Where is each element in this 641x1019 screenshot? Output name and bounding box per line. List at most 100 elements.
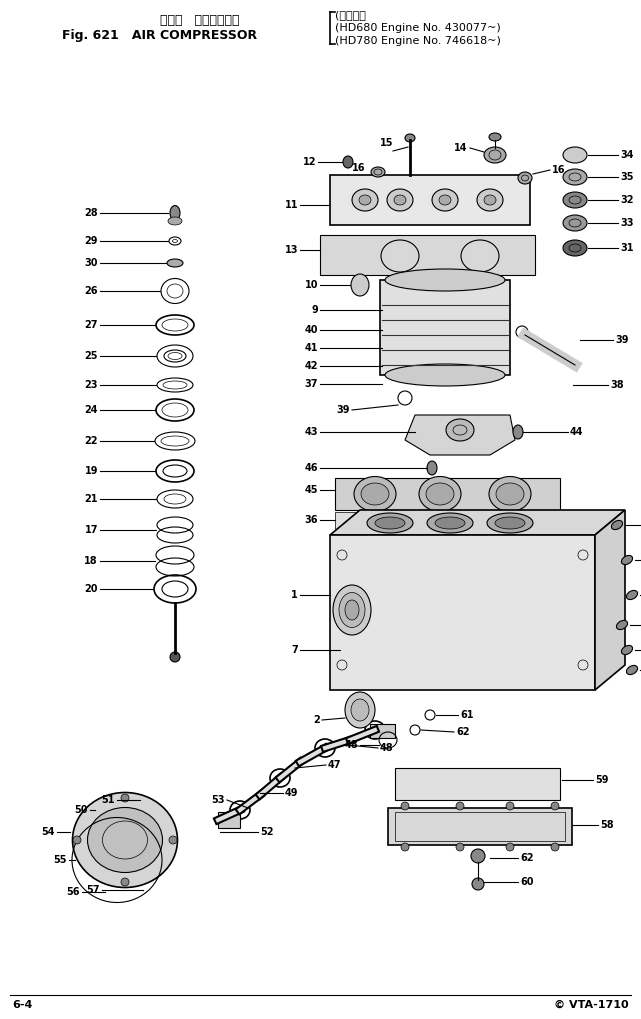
Ellipse shape <box>73 836 81 844</box>
Ellipse shape <box>489 133 501 141</box>
Ellipse shape <box>563 215 587 231</box>
Text: 56: 56 <box>67 887 80 897</box>
Text: 33: 33 <box>620 218 633 228</box>
Text: 46: 46 <box>304 463 318 473</box>
Text: 10: 10 <box>304 280 318 290</box>
Polygon shape <box>370 725 395 738</box>
Text: 55: 55 <box>53 855 67 865</box>
Text: 26: 26 <box>85 286 98 296</box>
Text: 30: 30 <box>85 258 98 268</box>
Ellipse shape <box>563 147 587 163</box>
Ellipse shape <box>121 878 129 886</box>
Ellipse shape <box>351 274 369 296</box>
Text: 39: 39 <box>337 405 350 415</box>
Ellipse shape <box>385 269 505 291</box>
Text: 40: 40 <box>304 325 318 335</box>
Ellipse shape <box>121 794 129 802</box>
Ellipse shape <box>439 195 451 205</box>
Ellipse shape <box>432 189 458 211</box>
Ellipse shape <box>345 600 359 620</box>
Ellipse shape <box>563 192 587 208</box>
Ellipse shape <box>551 843 559 851</box>
Polygon shape <box>595 510 625 690</box>
Text: (HD680 Engine No. 430077~): (HD680 Engine No. 430077~) <box>335 23 501 33</box>
Ellipse shape <box>427 513 473 533</box>
Ellipse shape <box>496 483 524 505</box>
Ellipse shape <box>385 364 505 386</box>
Text: (適用号機: (適用号機 <box>335 10 366 20</box>
Text: 29: 29 <box>85 236 98 246</box>
Text: 19: 19 <box>85 466 98 476</box>
Ellipse shape <box>472 878 484 890</box>
Text: 48: 48 <box>380 743 394 753</box>
Text: 44: 44 <box>570 427 583 437</box>
Ellipse shape <box>394 195 406 205</box>
Ellipse shape <box>352 189 378 211</box>
Text: 15: 15 <box>379 138 393 148</box>
Ellipse shape <box>426 483 454 505</box>
Ellipse shape <box>361 483 389 505</box>
Text: 9: 9 <box>312 305 318 315</box>
Ellipse shape <box>72 793 178 888</box>
Text: 48: 48 <box>344 740 358 750</box>
Text: 41: 41 <box>304 343 318 353</box>
Ellipse shape <box>333 585 371 635</box>
Ellipse shape <box>435 517 465 529</box>
Polygon shape <box>405 415 515 455</box>
Text: 17: 17 <box>85 525 98 535</box>
Ellipse shape <box>456 843 464 851</box>
Text: 60: 60 <box>520 877 533 887</box>
Ellipse shape <box>518 172 532 184</box>
Ellipse shape <box>419 477 461 512</box>
Ellipse shape <box>405 135 415 142</box>
Polygon shape <box>388 808 572 845</box>
Text: 43: 43 <box>304 427 318 437</box>
Text: 57: 57 <box>87 884 100 895</box>
Text: 59: 59 <box>595 775 608 785</box>
Ellipse shape <box>506 843 514 851</box>
Ellipse shape <box>387 189 413 211</box>
Text: 28: 28 <box>85 208 98 218</box>
Text: エアー   コンプレッサ: エアー コンプレッサ <box>160 13 240 26</box>
Text: 18: 18 <box>85 556 98 566</box>
Text: 13: 13 <box>285 245 298 255</box>
Text: 20: 20 <box>85 584 98 594</box>
Ellipse shape <box>168 217 182 225</box>
Bar <box>320 235 535 275</box>
Text: 14: 14 <box>453 143 467 153</box>
Polygon shape <box>330 510 625 535</box>
Text: 16: 16 <box>552 165 565 175</box>
Ellipse shape <box>375 517 405 529</box>
Ellipse shape <box>484 195 496 205</box>
Ellipse shape <box>446 419 474 441</box>
Ellipse shape <box>487 513 533 533</box>
Text: 62: 62 <box>520 853 533 863</box>
Ellipse shape <box>169 836 177 844</box>
Bar <box>330 535 595 690</box>
Text: 49: 49 <box>285 788 299 798</box>
Ellipse shape <box>371 167 385 177</box>
Text: (HD780 Engine No. 746618~): (HD780 Engine No. 746618~) <box>335 36 501 46</box>
Ellipse shape <box>484 147 506 163</box>
Text: © VTA-1710: © VTA-1710 <box>554 1000 629 1010</box>
Text: 42: 42 <box>304 361 318 371</box>
Polygon shape <box>335 512 560 530</box>
Polygon shape <box>218 812 240 828</box>
Text: 39: 39 <box>615 335 628 345</box>
Text: Fig. 621   AIR COMPRESSOR: Fig. 621 AIR COMPRESSOR <box>62 29 258 42</box>
Ellipse shape <box>471 849 485 863</box>
Ellipse shape <box>477 189 503 211</box>
Text: 11: 11 <box>285 200 298 210</box>
Ellipse shape <box>339 592 365 628</box>
Text: 23: 23 <box>85 380 98 390</box>
Ellipse shape <box>563 169 587 185</box>
Text: 2: 2 <box>313 715 320 725</box>
Ellipse shape <box>401 802 409 810</box>
Text: 6-4: 6-4 <box>12 1000 33 1010</box>
Ellipse shape <box>551 802 559 810</box>
Text: 62: 62 <box>456 727 469 737</box>
Ellipse shape <box>621 555 633 565</box>
Text: 22: 22 <box>85 436 98 446</box>
Text: 47: 47 <box>328 760 342 770</box>
Ellipse shape <box>506 802 514 810</box>
